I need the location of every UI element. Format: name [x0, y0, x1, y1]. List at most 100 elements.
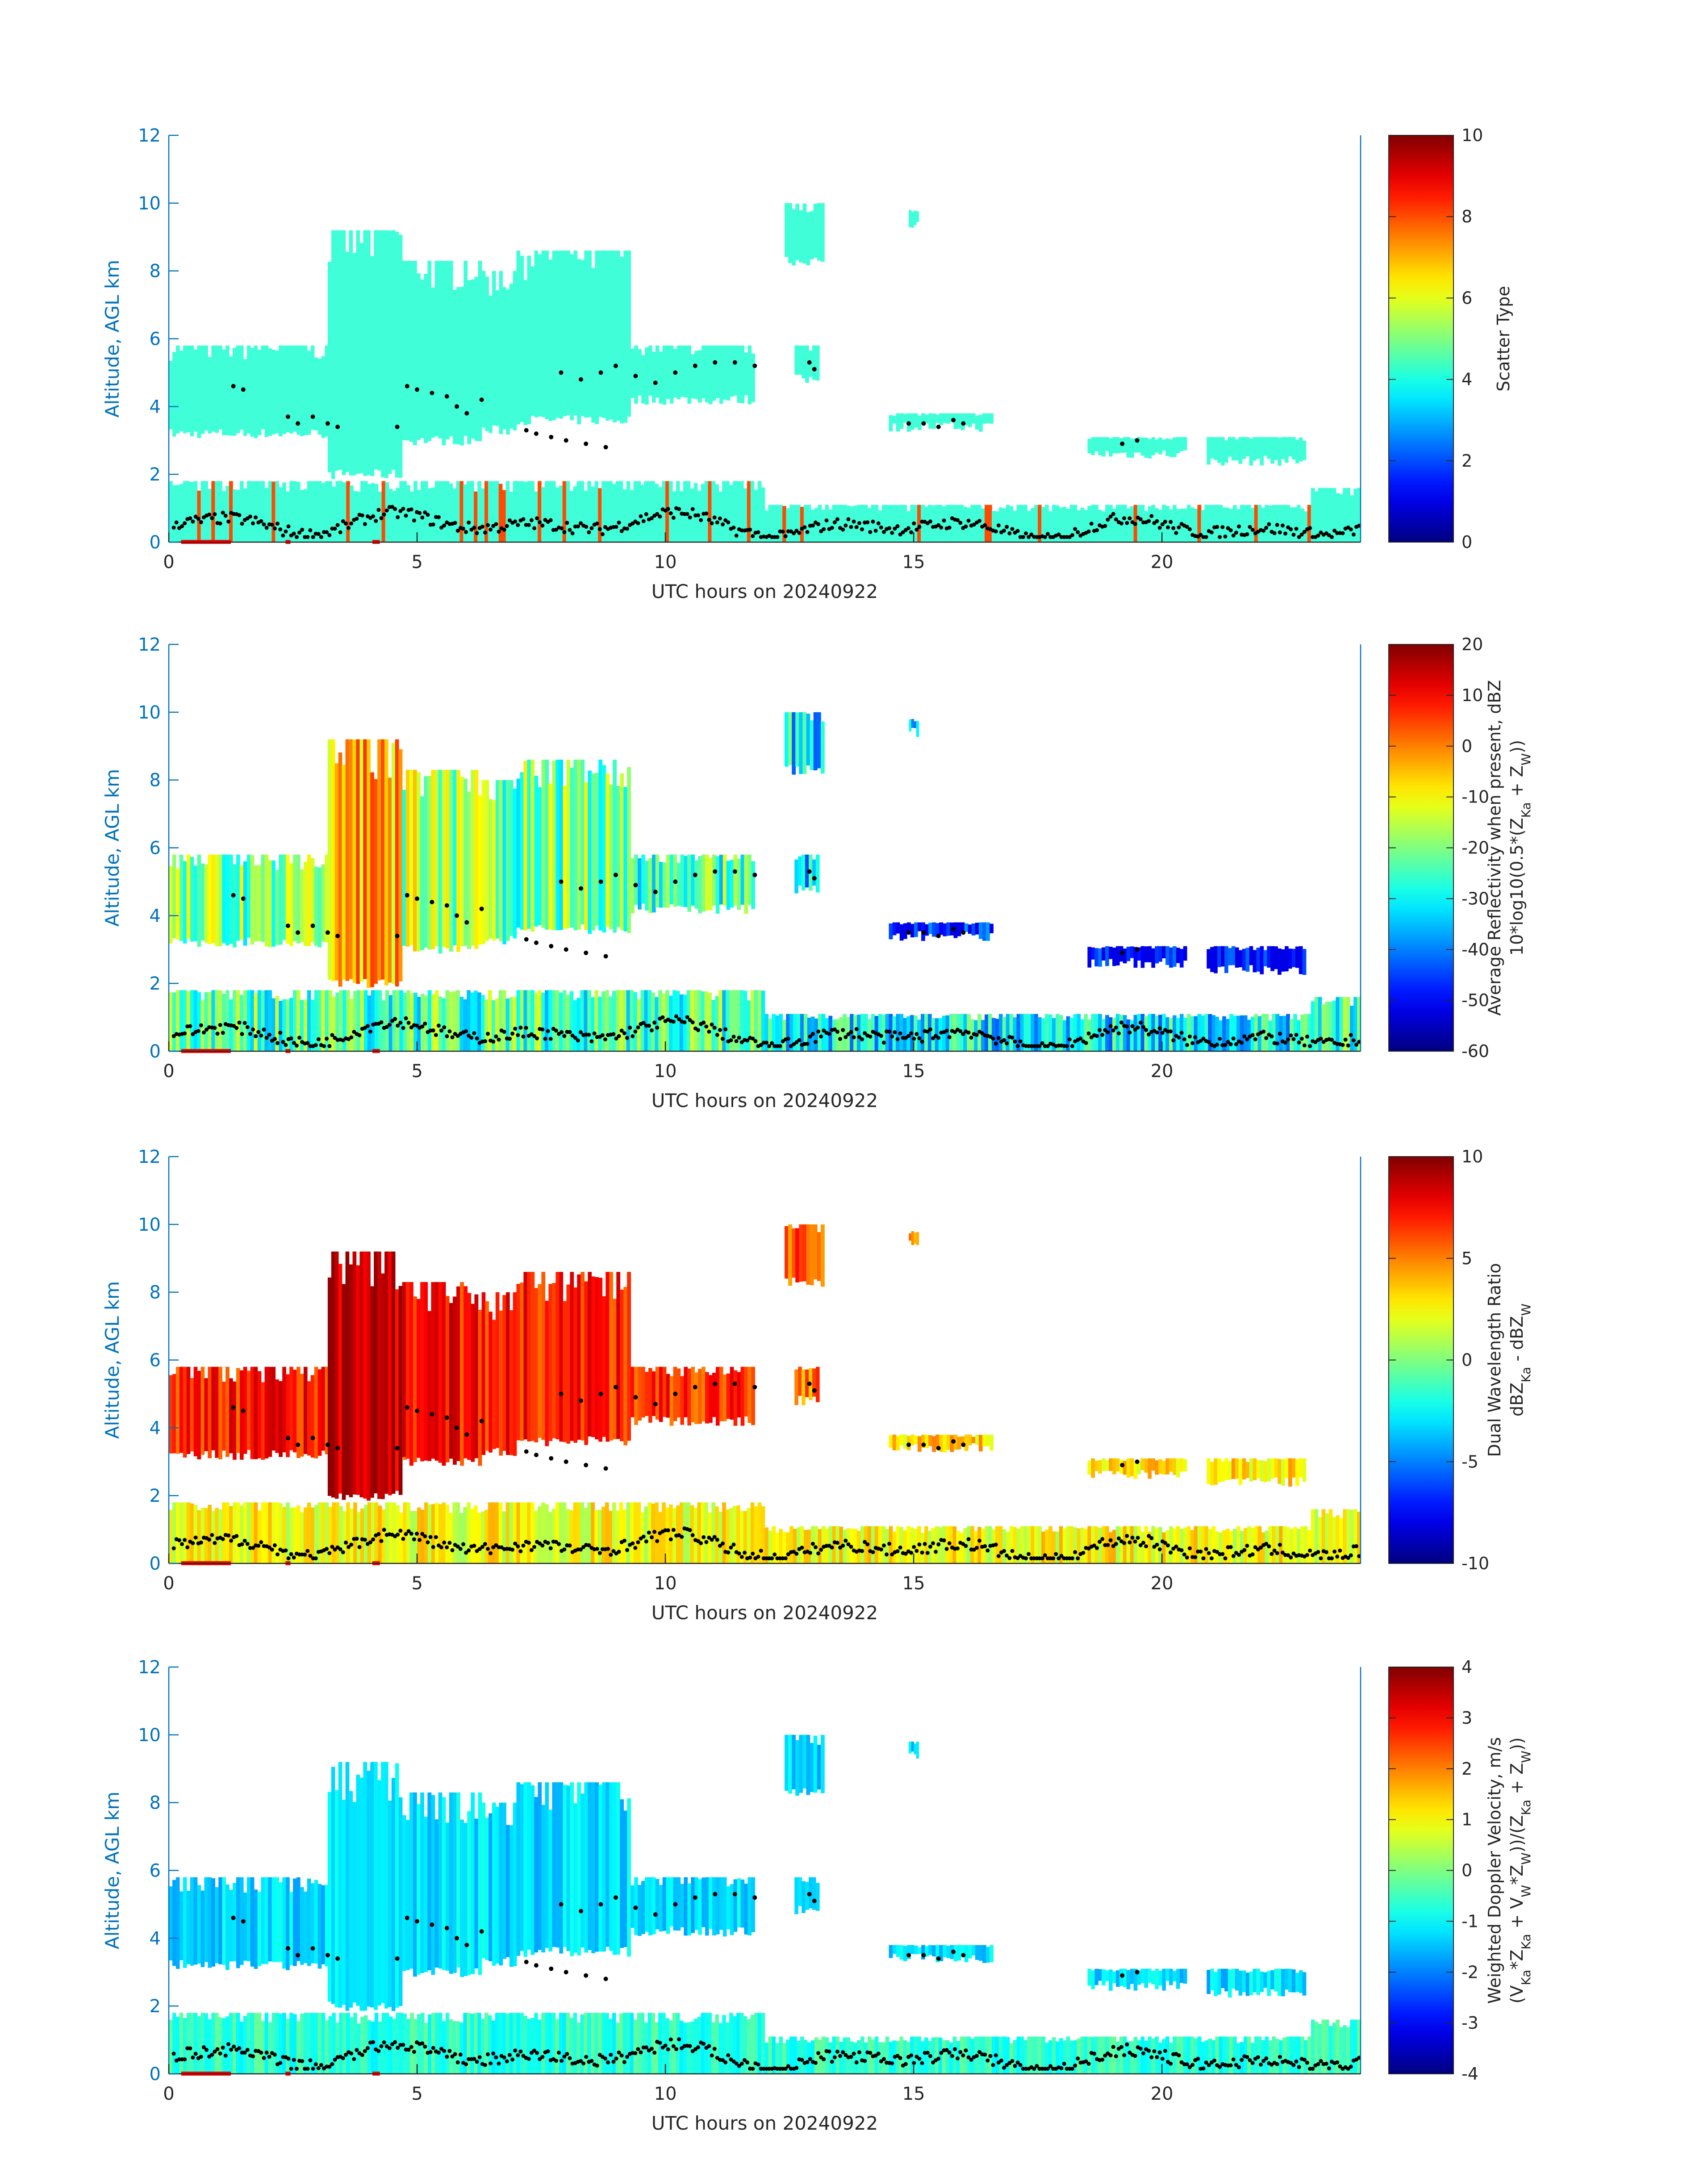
detection-marker [732, 869, 737, 874]
radar-strip [388, 230, 392, 474]
detection-marker [472, 1543, 476, 1548]
radar-strip [402, 790, 406, 946]
radar-strip [655, 1502, 659, 1563]
radar-strip [715, 856, 720, 914]
radar-strip [456, 1502, 460, 1563]
detection-marker [732, 360, 737, 365]
radar-strip [1211, 1015, 1216, 1051]
radar-strip [737, 1372, 741, 1418]
radar-strip [1009, 1014, 1014, 1051]
radar-strip [712, 854, 716, 906]
colorbar [1388, 1156, 1454, 1564]
radar-strip [1242, 437, 1246, 459]
detection-marker [1302, 1043, 1307, 1048]
detection-marker [1275, 1551, 1279, 1555]
radar-strip [1133, 1015, 1138, 1051]
detection-marker [333, 526, 337, 531]
radar-strip [889, 923, 893, 940]
radar-strip [268, 2022, 272, 2074]
radar-strip [932, 413, 936, 429]
radar-strip [282, 854, 286, 940]
radar-strip [495, 1806, 500, 1964]
radar-strip [598, 1509, 602, 1563]
radar-strip [595, 1277, 599, 1440]
detection-marker [816, 1029, 821, 1034]
detection-marker [524, 937, 529, 942]
radar-strip [1041, 1531, 1045, 1563]
radar-strip [471, 769, 475, 946]
radar-strip [471, 279, 475, 439]
radar-strip [802, 1734, 807, 1788]
detection-marker [671, 515, 676, 520]
radar-strip [566, 760, 571, 928]
detection-marker [1259, 1546, 1263, 1550]
radar-strip [442, 1282, 446, 1466]
radar-strip [1080, 2036, 1085, 2074]
radar-strip [374, 230, 378, 469]
detection-marker [715, 1033, 719, 1037]
radar-strip [1186, 1014, 1191, 1051]
radar-strip [782, 1532, 786, 1563]
radar-strip [677, 1877, 681, 1931]
detection-marker [808, 2057, 812, 2061]
radar-strip [708, 481, 712, 542]
detection-marker [739, 1555, 744, 1559]
radar-strip [580, 1793, 585, 1948]
radar-strip [779, 1014, 783, 1051]
radar-strip [489, 1312, 493, 1453]
detection-marker [560, 1030, 564, 1034]
radar-strip [1027, 511, 1031, 542]
detection-marker [557, 2051, 561, 2055]
detection-marker [783, 1556, 788, 1561]
radar-strip [825, 505, 829, 542]
radar-strip [867, 1526, 872, 1563]
radar-strip [335, 481, 339, 542]
detection-marker [1147, 2048, 1151, 2053]
radar-strip [754, 489, 758, 542]
detection-marker [625, 1036, 629, 1040]
radar-strip [172, 1374, 176, 1454]
detection-marker [316, 532, 321, 536]
radar-strip [1151, 2038, 1155, 2074]
colorbar-formula: (VKa*ZKa + VW*ZW))/(ZKa + ZW)) [1507, 1737, 1533, 2003]
radar-strip [172, 1880, 176, 1966]
radar-strip [1179, 1458, 1184, 1472]
detection-marker [1015, 1556, 1020, 1560]
radar-strip [1303, 1014, 1308, 1051]
detection-marker [1171, 1038, 1176, 1043]
detection-marker [529, 518, 534, 522]
radar-strip [722, 990, 726, 1051]
detection-marker [376, 2049, 381, 2053]
radar-strip [1109, 1458, 1113, 1471]
radar-strip [998, 1014, 1003, 1051]
radar-strip [761, 990, 765, 1051]
radar-strip [1321, 1004, 1326, 1051]
radar-strip [303, 489, 308, 542]
radar-strip [175, 1366, 180, 1454]
radar-strip [261, 481, 265, 542]
radar-strip [1343, 2025, 1347, 2074]
radar-strip [733, 345, 738, 396]
radar-field [169, 1224, 1361, 1563]
radar-strip [726, 861, 731, 910]
radar-strip [857, 2040, 861, 2074]
detection-marker [603, 954, 608, 959]
radar-strip [1303, 2040, 1308, 2074]
detection-marker [549, 1966, 554, 1971]
radar-strip [367, 1502, 372, 1563]
radar-strip [1123, 505, 1127, 542]
radar-strip [279, 345, 283, 437]
detection-marker [958, 2050, 963, 2054]
radar-strip [906, 1945, 911, 1959]
radar-strip [1249, 1458, 1253, 1482]
radar-strip [623, 1287, 628, 1446]
detection-marker [752, 1385, 757, 1390]
radar-strip [215, 990, 219, 1051]
radar-strip [943, 923, 947, 936]
radar-strip [910, 413, 915, 430]
detection-marker [384, 508, 389, 513]
radar-strip [541, 487, 545, 542]
radar-strip [233, 1381, 237, 1460]
radar-strip [1155, 1968, 1159, 1989]
detection-marker [546, 1541, 550, 1545]
